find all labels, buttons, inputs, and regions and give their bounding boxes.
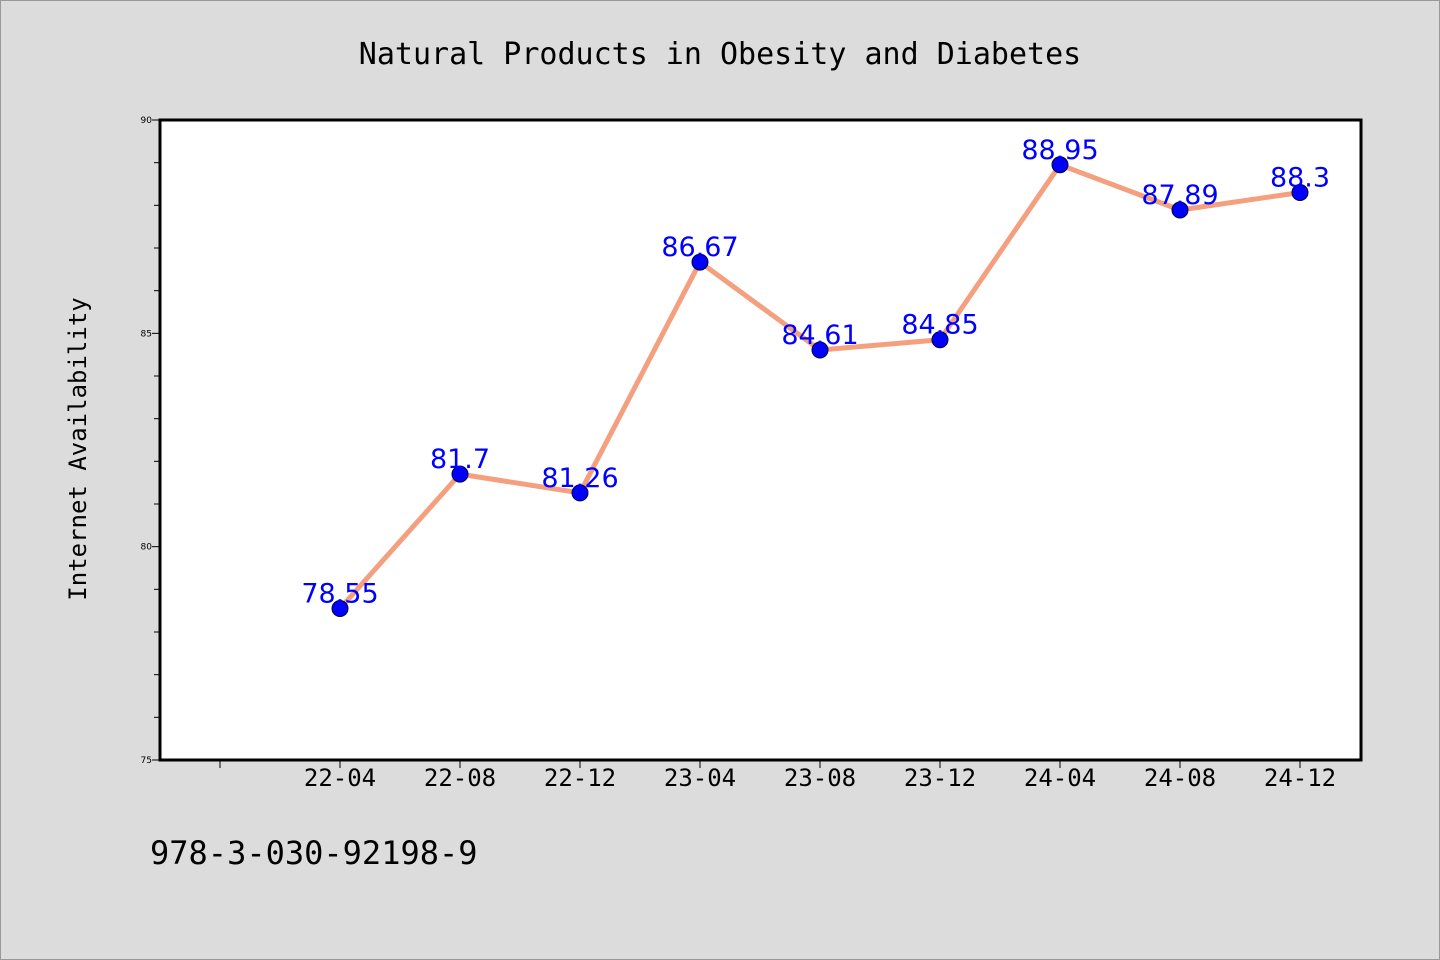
plot-area <box>158 118 1363 762</box>
y-axis-ticks: 75 80 85 90 <box>141 116 160 766</box>
data-label: 87.89 <box>1141 180 1218 211</box>
data-point <box>931 331 949 349</box>
footer-identifier: 978-3-030-92198-9 <box>150 834 478 872</box>
chart-title: Natural Products in Obesity and Diabetes <box>359 37 1081 72</box>
data-point <box>571 484 589 502</box>
data-point <box>1171 201 1189 219</box>
data-label: 81.26 <box>541 463 618 494</box>
data-label: 88.95 <box>1021 135 1098 166</box>
x-axis-ticks: 22-04 22-08 22-12 23-04 23-08 23-12 24-04 24-08… <box>219 760 1336 792</box>
x-tick-label: 23-12 <box>904 764 976 792</box>
data-label: 86.67 <box>661 232 738 263</box>
data-label: 78.55 <box>301 579 378 610</box>
y-tick-label: 90 <box>141 116 153 126</box>
data-label: 84.85 <box>901 310 978 341</box>
data-point <box>691 253 709 271</box>
data-label-layer: 78.55 81.7 81.26 86.67 84.61 84.85 88.95 87.89 8… <box>301 135 1330 610</box>
x-tick-label: 22-12 <box>544 764 616 792</box>
x-tick-label: 23-04 <box>664 764 736 792</box>
data-point <box>1291 184 1309 202</box>
data-label: 81.7 <box>430 444 490 475</box>
x-tick-label: 22-08 <box>424 764 496 792</box>
data-label: 88.3 <box>1270 163 1330 194</box>
data-point <box>331 600 349 618</box>
data-point <box>811 341 829 359</box>
data-point <box>451 465 469 483</box>
data-label: 84.61 <box>781 320 858 351</box>
x-tick-label: 24-04 <box>1024 764 1096 792</box>
y-tick-label: 75 <box>141 756 152 766</box>
x-tick-label: 24-12 <box>1264 764 1336 792</box>
x-tick-label: 24-08 <box>1144 764 1216 792</box>
x-tick-label: 22-04 <box>304 764 376 792</box>
y-axis-label: Internet Availability <box>64 297 92 600</box>
plot-background-layer <box>158 118 1363 762</box>
data-point <box>1051 156 1069 174</box>
y-tick-label: 85 <box>141 329 152 339</box>
series-layer <box>331 156 1309 618</box>
x-tick-label: 23-08 <box>784 764 856 792</box>
y-tick-label: 80 <box>141 543 153 553</box>
